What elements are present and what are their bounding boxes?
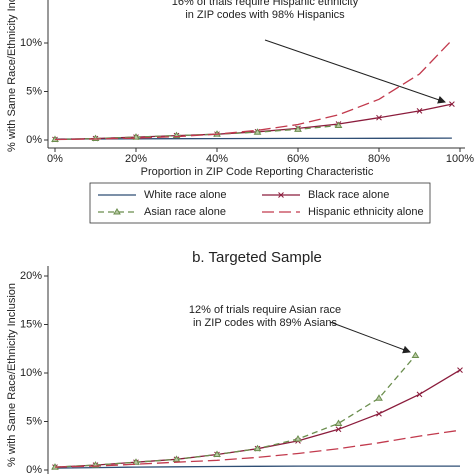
legend-label: White race alone [144,189,227,201]
series-marker [376,114,382,121]
series-marker [375,394,383,401]
series-marker [294,434,302,442]
x-tick-label: 20% [125,153,147,165]
series-marker [334,121,343,128]
legend-label: Asian race alone [144,206,226,218]
x-axis-label: Proportion in ZIP Code Reporting Charact… [141,166,374,178]
series-marker [253,444,262,452]
x-tick-label: 0% [47,153,63,165]
series-line [54,39,453,141]
series-marker [457,367,463,373]
annotation: 12% of trials require Asian race [189,304,341,316]
series-marker [416,108,423,114]
x-tick-label: 100% [446,153,474,165]
series-marker [132,458,140,465]
y-tick-label: 10% [20,37,42,49]
legend-marker [278,192,284,198]
annotation-arrow [264,39,446,104]
series-marker [411,351,420,359]
x-tick-label: 40% [206,153,228,165]
y-axis-label: % with Same Race/Ethnicity Inclusion [6,283,18,467]
series-marker [376,410,382,417]
series-marker [449,101,455,107]
y-tick-label: 15% [20,318,42,330]
legend-label: Black race alone [308,189,389,201]
annotation-arrow [329,321,411,354]
x-tick-label: 80% [368,153,390,165]
series-marker [335,426,342,433]
series-marker [416,391,423,398]
series-marker [213,450,221,457]
series-marker [172,455,181,462]
y-axis-label: % with Same Race/Ethnicity Inclusion [6,0,18,152]
annotation: 16% of trials require Hispanic ethnicity [172,0,359,8]
y-tick-label: 5% [26,85,42,97]
series-marker [294,125,302,132]
y-tick-label: 20% [20,270,42,282]
y-tick-label: 0% [26,464,42,474]
series-line [54,465,460,469]
y-tick-label: 0% [26,134,42,146]
legend-label: Hispanic ethnicity alone [308,206,424,218]
legend-box [89,182,431,224]
annotation: in ZIP codes with 98% Hispanics [185,9,345,21]
series-line [54,355,416,468]
x-tick-label: 60% [287,153,309,165]
panel-title: b. Targeted Sample [192,249,322,266]
legend-marker [113,208,121,215]
series-marker [334,419,343,426]
y-tick-label: 5% [26,415,42,427]
series-line [55,137,452,140]
y-tick-label: 10% [20,367,42,379]
series-marker [253,128,262,135]
annotation: in ZIP codes with 89% Asians [193,317,338,329]
